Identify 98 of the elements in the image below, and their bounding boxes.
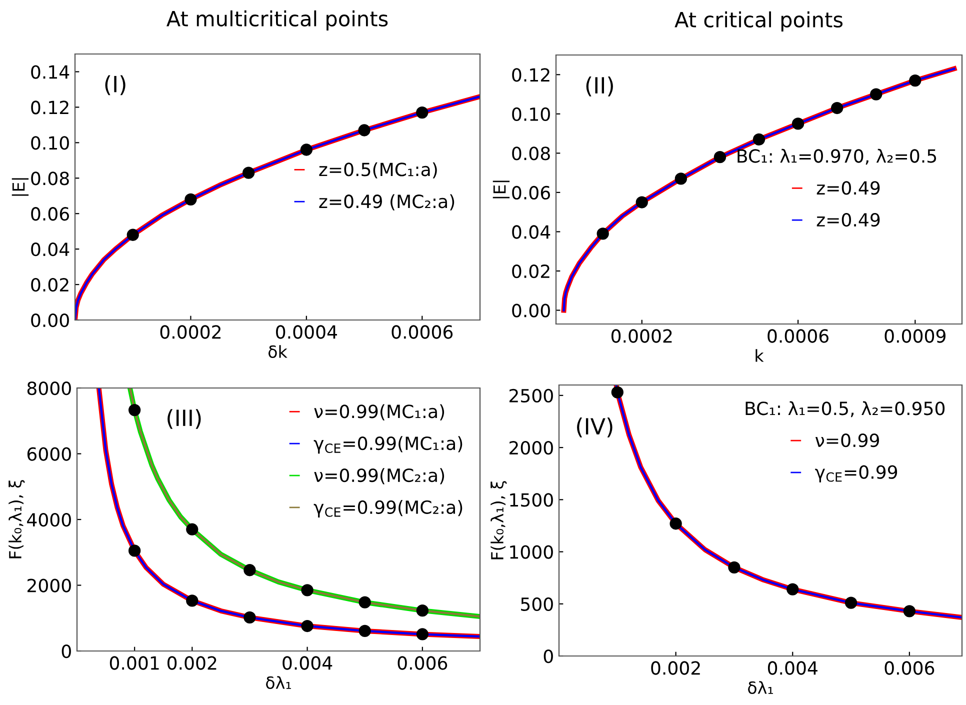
y-axis-title: F(k₀,λ₁), ξ bbox=[8, 480, 25, 558]
legend-label: γ$_{CE}$=0.99(MC₂:a) bbox=[314, 500, 462, 518]
point bbox=[242, 166, 255, 179]
y-tick-label: 0.08 bbox=[512, 146, 550, 160]
y-tick-label: 0.06 bbox=[512, 186, 550, 200]
x-tick-label: 0.0009 bbox=[884, 329, 946, 343]
x-tick-label: 0.006 bbox=[398, 656, 448, 670]
y-tick-label: 0.12 bbox=[512, 68, 550, 82]
y-tick-label: 2500 bbox=[510, 388, 553, 403]
legend-title: BC₁: λ₁=0.5, λ₂=0.950 bbox=[746, 401, 945, 418]
point bbox=[416, 106, 428, 119]
legend-label: ν=0.99(MC₂:a) bbox=[314, 468, 444, 484]
y-tick-label: 1500 bbox=[510, 493, 553, 507]
point bbox=[301, 584, 314, 596]
point bbox=[244, 611, 256, 624]
y-tick-label: 2000 bbox=[510, 441, 553, 455]
legend-label: γ$_{CE}$=0.99 bbox=[815, 465, 898, 482]
x-tick-label: 0.006 bbox=[884, 661, 934, 675]
y-tick-label: 0 bbox=[62, 644, 71, 658]
y-axis-title: |E| bbox=[492, 180, 510, 198]
legend-label: z=0.49 (MC₂:a) bbox=[319, 194, 454, 210]
point bbox=[674, 172, 687, 185]
point bbox=[128, 544, 141, 557]
x-tick-label: 0.0002 bbox=[160, 325, 220, 339]
legend-label: z=0.49 bbox=[816, 181, 880, 195]
point bbox=[416, 604, 429, 617]
y-axis-title: F(k₀,λ₁), ξ bbox=[490, 481, 507, 560]
y-tick-label: 0.04 bbox=[512, 225, 550, 239]
y-tick-label: 1000 bbox=[510, 545, 553, 559]
legend-label: z=0.5(MC₁:a) bbox=[319, 162, 437, 178]
x-axis-title: δk bbox=[268, 345, 288, 358]
y-tick-label: 0.10 bbox=[512, 107, 550, 122]
x-axis-title: δλ₁ bbox=[748, 681, 773, 694]
x-tick-label: 0.0006 bbox=[392, 325, 453, 339]
point bbox=[128, 404, 141, 416]
y-tick-label: 8000 bbox=[27, 381, 71, 396]
annotation: (I) bbox=[105, 75, 126, 96]
y-tick-label: 0.10 bbox=[31, 136, 69, 150]
y-tick-label: 0.14 bbox=[31, 65, 70, 79]
y-axis-title: |E| bbox=[12, 178, 29, 196]
y-tick-label: 0.02 bbox=[512, 264, 550, 278]
x-tick-label: 0.002 bbox=[167, 656, 216, 670]
point bbox=[752, 133, 766, 146]
point bbox=[358, 124, 370, 136]
point bbox=[126, 228, 139, 241]
y-tick-label: 0.06 bbox=[31, 207, 69, 221]
point bbox=[300, 144, 313, 156]
point bbox=[714, 151, 726, 164]
point bbox=[186, 523, 198, 536]
y-tick-label: 500 bbox=[521, 597, 553, 611]
y-tick-label: 0.00 bbox=[31, 313, 69, 328]
x-tick-label: 0.004 bbox=[768, 661, 818, 675]
annotation: (IV) bbox=[577, 418, 612, 438]
y-tick-label: 0.04 bbox=[31, 242, 70, 256]
point bbox=[186, 594, 198, 607]
point bbox=[636, 196, 648, 208]
y-tick-label: 0.00 bbox=[512, 304, 550, 318]
y-tick-label: 2000 bbox=[28, 578, 71, 592]
point bbox=[831, 102, 844, 114]
y-tick-label: 0.12 bbox=[31, 100, 68, 114]
point bbox=[903, 605, 916, 618]
point bbox=[416, 628, 429, 640]
x-tick-label: 0.0006 bbox=[768, 329, 828, 343]
x-tick-label: 0.002 bbox=[651, 661, 700, 675]
point bbox=[844, 596, 858, 609]
y-tick-label: 0.08 bbox=[31, 172, 69, 186]
point bbox=[792, 118, 804, 130]
y-tick-label: 0.02 bbox=[31, 278, 68, 292]
point bbox=[670, 518, 682, 530]
legend-label: ν=0.99 bbox=[815, 433, 879, 448]
annotation: (III) bbox=[168, 409, 201, 429]
point bbox=[870, 88, 882, 100]
x-axis-title: k bbox=[756, 349, 764, 362]
y-tick-label: 0 bbox=[544, 649, 553, 664]
point bbox=[596, 228, 609, 240]
annotation: (II) bbox=[586, 76, 613, 96]
chart-title: At multicritical points bbox=[166, 10, 388, 31]
chart-title: At critical points bbox=[674, 11, 843, 32]
point bbox=[244, 564, 256, 576]
point bbox=[358, 624, 371, 638]
point bbox=[728, 561, 740, 574]
x-axis-title: δλ₁ bbox=[266, 676, 291, 690]
point bbox=[786, 583, 799, 596]
legend-title: BC₁: λ₁=0.970, λ₂=0.5 bbox=[738, 148, 936, 165]
point bbox=[358, 596, 371, 608]
legend-label: z=0.49 bbox=[816, 213, 880, 227]
legend-label: ν=0.99(MC₁:a) bbox=[314, 404, 444, 420]
point bbox=[301, 620, 314, 632]
point bbox=[184, 193, 197, 206]
y-tick-label: 6000 bbox=[27, 447, 71, 461]
point bbox=[909, 74, 922, 87]
x-tick-label: 0.0004 bbox=[276, 325, 338, 339]
y-tick-label: 4000 bbox=[27, 512, 71, 527]
x-tick-label: 0.0002 bbox=[611, 329, 672, 343]
point bbox=[611, 386, 624, 398]
legend-label: γ$_{CE}$=0.99(MC₁:a) bbox=[314, 436, 462, 454]
x-tick-label: 0.001 bbox=[110, 656, 159, 670]
x-tick-label: 0.004 bbox=[282, 656, 332, 670]
